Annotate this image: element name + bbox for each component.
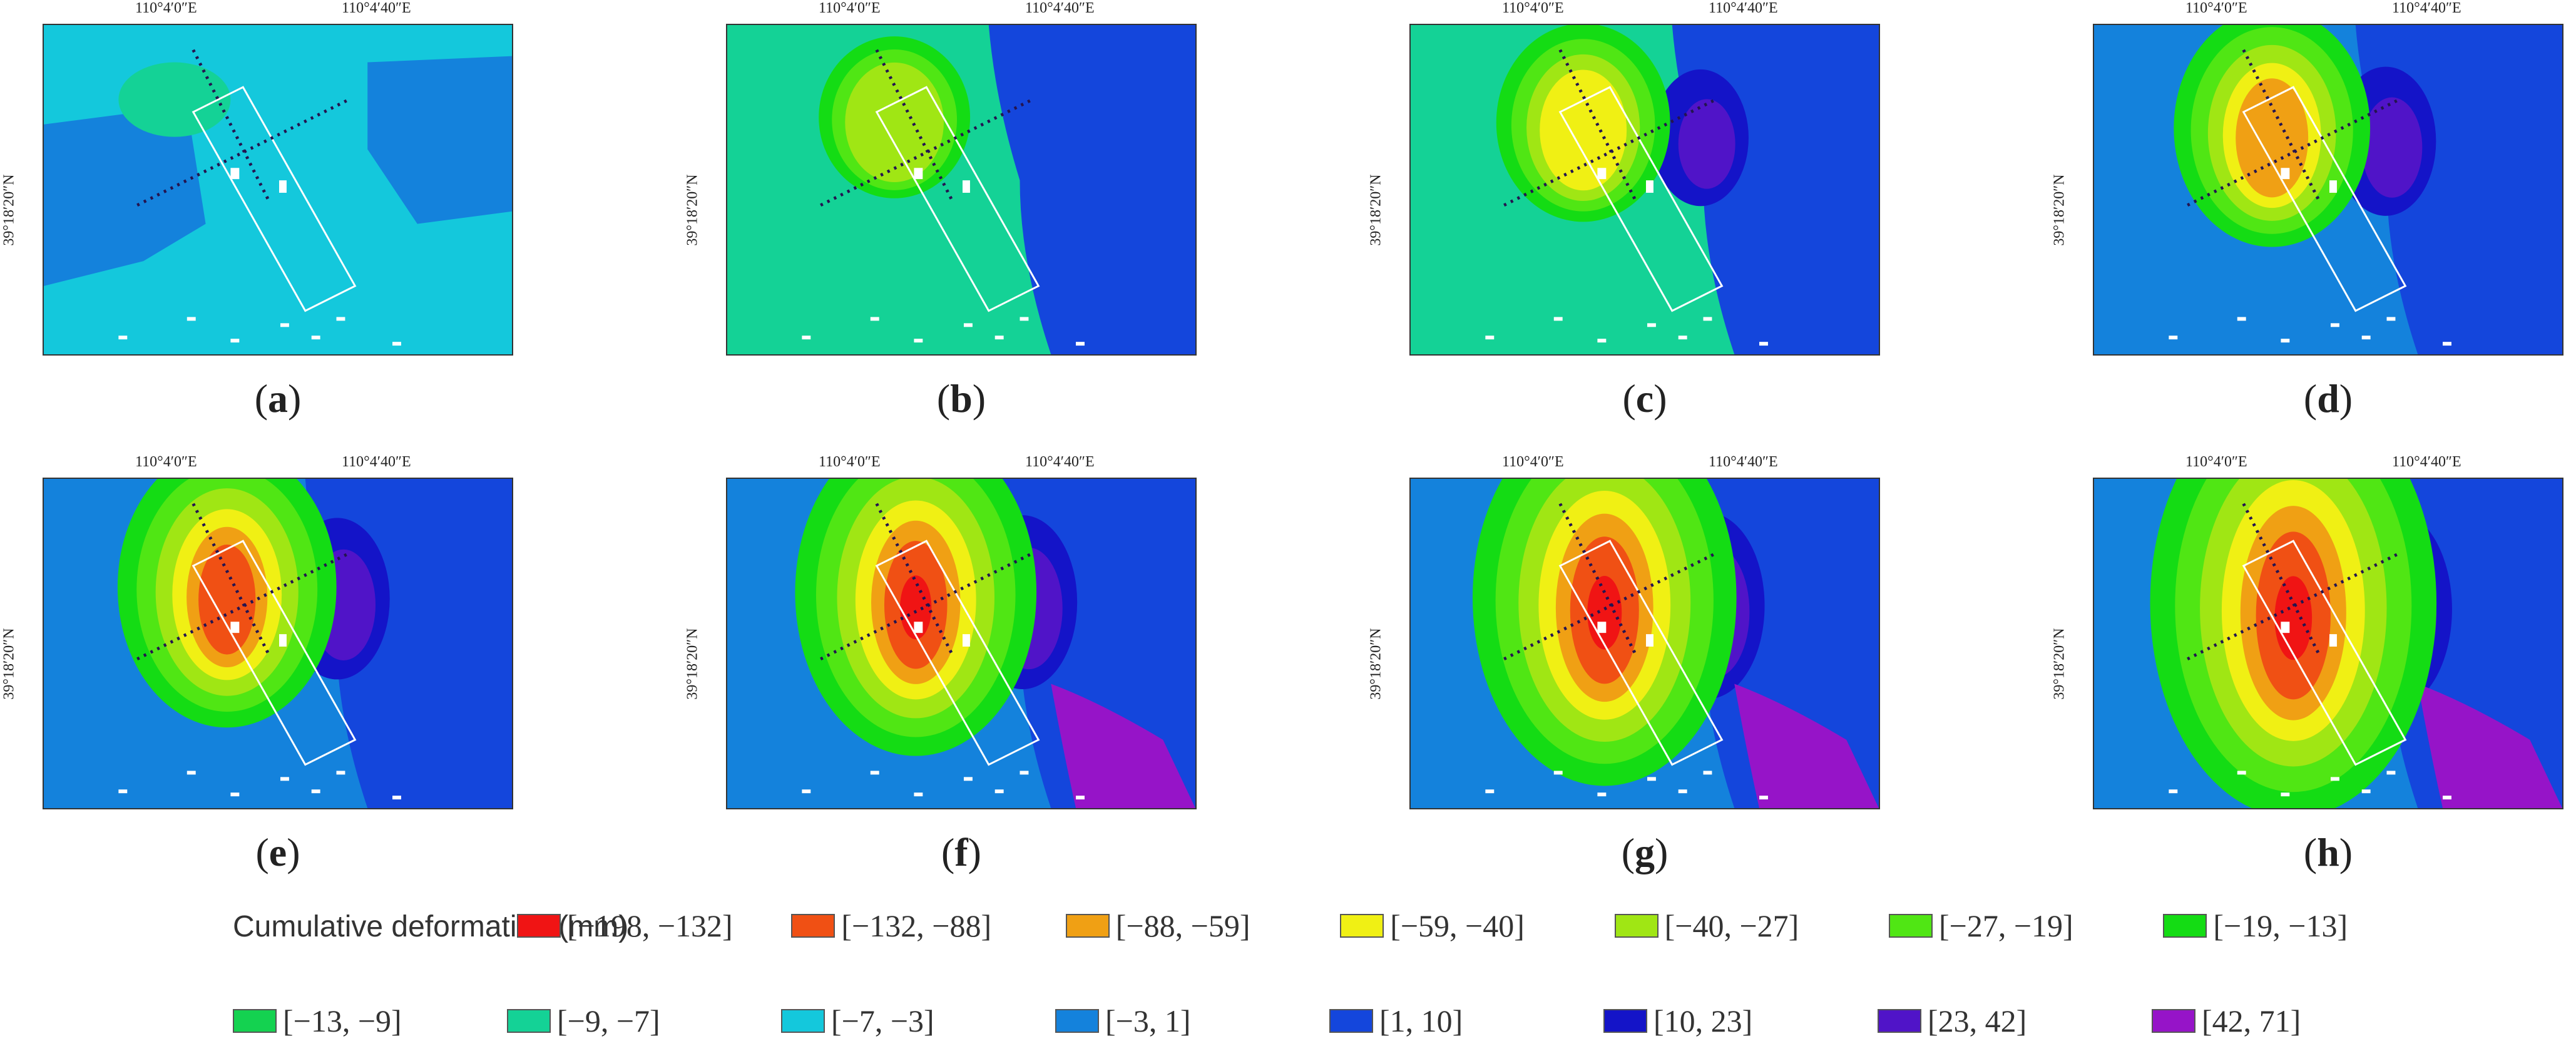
longitude-tick-label: 110°4′0″E [2185,0,2247,16]
longitude-tick-label: 110°4′40″E [2392,0,2461,16]
legend-range-label: [42, 71] [2202,1003,2301,1038]
legend-item: [23, 42] [1878,1003,2027,1039]
legend-swatch [1889,914,1933,938]
deformation-map [1409,478,1880,809]
legend-range-label: [−13, −9] [283,1003,402,1038]
legend-range-label: [−3, 1] [1105,1003,1191,1038]
latitude-tick-label: 39°18′20″N [1,628,18,700]
panel-label: (g) [1621,830,1669,874]
deformation-map [2093,478,2563,809]
deformation-map [43,24,513,356]
longitude-tick-label: 110°4′40″E [2392,454,2461,470]
latitude-tick-label: 39°18′20″N [2051,174,2068,246]
legend-swatch [1614,914,1659,938]
longitude-tick-label: 110°4′40″E [1709,0,1778,16]
legend-item: [−132, −88] [791,908,991,944]
legend-swatch [1878,1009,1921,1033]
legend-item: [−40, −27] [1614,908,1799,944]
longitude-tick-label: 110°4′40″E [342,0,411,16]
longitude-tick-label: 110°4′0″E [819,0,881,16]
legend-item: [−19, −13] [2163,908,2348,944]
panel-label: (h) [2303,830,2353,874]
map-panel-e: 110°4′0″E 110°4′40″E 39°18′20″N (e) [0,454,638,892]
legend-range-label: [−7, −3] [831,1003,934,1038]
legend-range-label: [−9, −7] [557,1003,660,1038]
legend-range-label: [23, 42] [1928,1003,2027,1038]
longitude-tick-label: 110°4′0″E [1502,454,1564,470]
legend-item: [−13, −9] [233,1003,402,1039]
legend-item: [−7, −3] [781,1003,934,1039]
legend-range-label: [−27, −19] [1939,908,2073,943]
map-panel-d: 110°4′0″E 110°4′40″E 39°18′20″N (d) [2050,0,2576,438]
panel-label: (c) [1622,376,1667,421]
legend-swatch [2163,914,2207,938]
map-panel-g: 110°4′0″E 110°4′40″E 39°18′20″N (g) [1367,454,2005,892]
panel-label: (d) [2303,376,2353,421]
deformation-map [2093,24,2563,356]
legend-swatch [791,914,836,938]
longitude-tick-label: 110°4′0″E [1502,0,1564,16]
legend-swatch [1603,1009,1647,1033]
legend-item: [−3, 1] [1055,1003,1191,1039]
panel-label: (f) [941,830,981,874]
legend-swatch [517,914,561,938]
longitude-tick-label: 110°4′0″E [135,0,197,16]
legend-swatch [1340,914,1384,938]
legend-item: [−88, −59] [1065,908,1250,944]
deformation-map [726,478,1197,809]
legend-item: [−27, −19] [1889,908,2073,944]
legend-swatch [507,1009,551,1033]
longitude-tick-label: 110°4′40″E [1709,454,1778,470]
longitude-tick-label: 110°4′0″E [135,454,197,470]
longitude-tick-label: 110°4′40″E [1025,0,1095,16]
latitude-tick-label: 39°18′20″N [1367,628,1384,700]
latitude-tick-label: 39°18′20″N [1,174,18,246]
legend-item: [−9, −7] [507,1003,660,1039]
legend-range-label: [−88, −59] [1115,908,1250,943]
latitude-tick-label: 39°18′20″N [684,174,701,246]
latitude-tick-label: 39°18′20″N [684,628,701,700]
legend-range-label: [−59, −40] [1390,908,1525,943]
latitude-tick-label: 39°18′20″N [2051,628,2068,700]
longitude-tick-label: 110°4′40″E [342,454,411,470]
map-panel-c: 110°4′0″E 110°4′40″E 39°18′20″N (c) [1367,0,2005,438]
legend-swatch [1065,914,1110,938]
panel-label: (e) [255,830,300,874]
legend-range-label: [−198, −132] [567,908,733,943]
legend-range-label: [−132, −88] [841,908,992,943]
latitude-tick-label: 39°18′20″N [1367,174,1384,246]
legend-item: [−59, −40] [1340,908,1525,944]
legend-title: Cumulative deformation/(mm) [233,910,629,943]
panel-label: (a) [254,376,302,421]
legend-range-label: [−40, −27] [1664,908,1799,943]
legend-item: [10, 23] [1603,1003,1752,1039]
legend-item: [42, 71] [2152,1003,2301,1039]
legend-range-label: [10, 23] [1653,1003,1753,1038]
legend-range-label: [1, 10] [1379,1003,1463,1038]
legend-swatch [1055,1009,1099,1033]
legend-swatch [2152,1009,2195,1033]
longitude-tick-label: 110°4′40″E [1025,454,1095,470]
map-panel-h: 110°4′0″E 110°4′40″E 39°18′20″N (h) [2050,454,2576,892]
legend-swatch [781,1009,825,1033]
map-panel-a: 110°4′0″E 110°4′40″E 39°18′20″N (a) [0,0,638,438]
legend-item: [−198, −132] [517,908,733,944]
legend-swatch [233,1009,277,1033]
map-panel-b: 110°4′0″E 110°4′40″E 39°18′20″N (b) [683,0,1322,438]
map-panel-f: 110°4′0″E 110°4′40″E 39°18′20″N (f) [683,454,1322,892]
deformation-map [726,24,1197,356]
legend-swatch [1329,1009,1373,1033]
longitude-tick-label: 110°4′0″E [819,454,881,470]
legend-range-label: [−19, −13] [2213,908,2348,943]
legend-item: [1, 10] [1329,1003,1463,1039]
panel-label: (b) [936,376,986,421]
deformation-map [1409,24,1880,356]
longitude-tick-label: 110°4′0″E [2185,454,2247,470]
deformation-map [43,478,513,809]
